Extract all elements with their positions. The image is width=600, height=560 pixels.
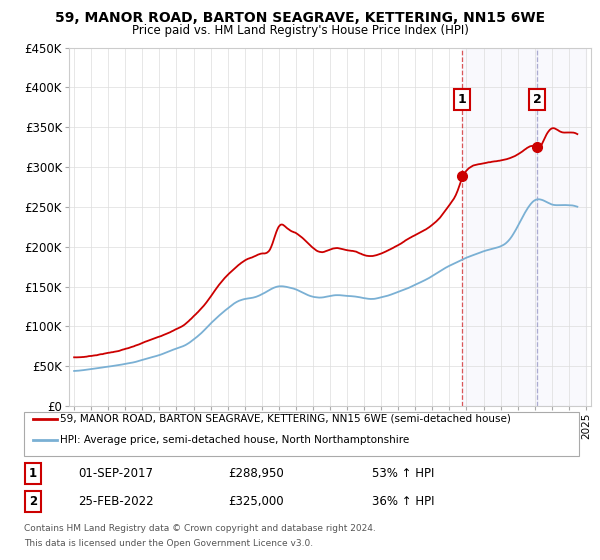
Text: This data is licensed under the Open Government Licence v3.0.: This data is licensed under the Open Gov…: [24, 539, 313, 548]
Text: Price paid vs. HM Land Registry's House Price Index (HPI): Price paid vs. HM Land Registry's House …: [131, 24, 469, 37]
Text: 25-FEB-2022: 25-FEB-2022: [78, 494, 154, 508]
Text: 59, MANOR ROAD, BARTON SEAGRAVE, KETTERING, NN15 6WE: 59, MANOR ROAD, BARTON SEAGRAVE, KETTERI…: [55, 11, 545, 25]
Text: 53% ↑ HPI: 53% ↑ HPI: [372, 466, 434, 480]
Text: 1: 1: [458, 93, 467, 106]
Text: 59, MANOR ROAD, BARTON SEAGRAVE, KETTERING, NN15 6WE (semi-detached house): 59, MANOR ROAD, BARTON SEAGRAVE, KETTERI…: [60, 414, 511, 424]
Text: Contains HM Land Registry data © Crown copyright and database right 2024.: Contains HM Land Registry data © Crown c…: [24, 524, 376, 533]
Text: 2: 2: [533, 93, 542, 106]
Bar: [462, 48, 537, 406]
Text: 2: 2: [29, 494, 37, 508]
Bar: [537, 48, 586, 406]
Text: 36% ↑ HPI: 36% ↑ HPI: [372, 494, 434, 508]
Text: 01-SEP-2017: 01-SEP-2017: [78, 466, 153, 480]
Text: 1: 1: [29, 466, 37, 480]
Text: £325,000: £325,000: [228, 494, 284, 508]
Text: HPI: Average price, semi-detached house, North Northamptonshire: HPI: Average price, semi-detached house,…: [60, 435, 409, 445]
Text: £288,950: £288,950: [228, 466, 284, 480]
